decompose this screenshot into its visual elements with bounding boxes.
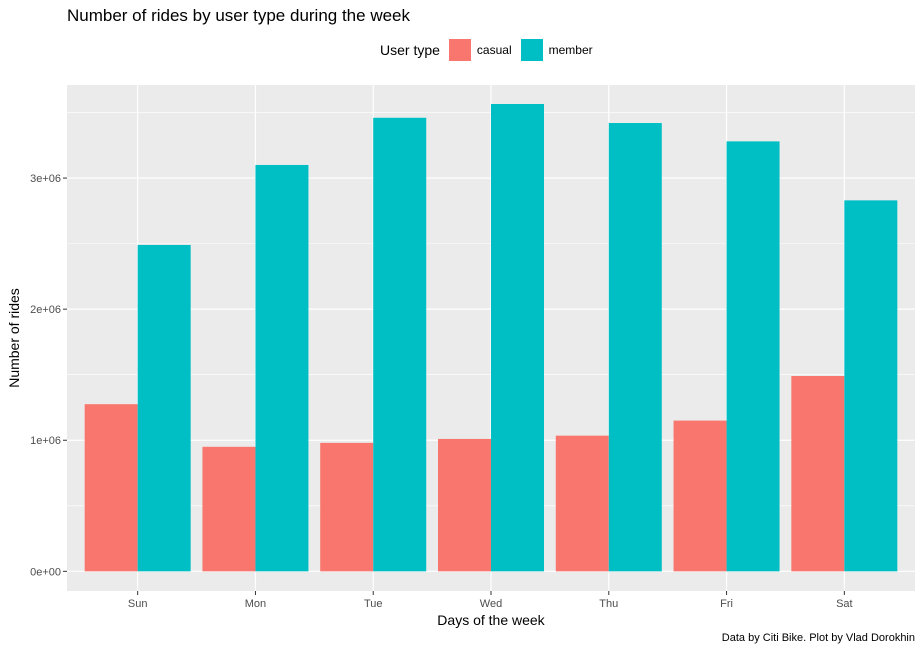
bar-casual-sat	[791, 376, 845, 572]
bar-member-mon	[255, 164, 309, 572]
y-tick-label: 0e+00	[30, 566, 61, 578]
legend-title: User type	[380, 42, 440, 58]
bar-casual-sun	[84, 404, 138, 572]
x-tick-label: Mon	[245, 598, 266, 610]
bar-casual-fri	[673, 420, 727, 572]
chart-caption: Data by Citi Bike. Plot by Vlad Dorokhin	[721, 632, 915, 644]
y-axis-title: Number of rides	[6, 288, 22, 388]
x-tick-label: Thu	[599, 598, 618, 610]
x-axis-title: Days of the week	[437, 612, 545, 628]
bar-member-wed	[491, 104, 544, 572]
y-tick-label: 1e+06	[30, 435, 61, 447]
legend-label-member: member	[548, 43, 593, 57]
bar-member-fri	[726, 141, 780, 572]
chart-title: Number of rides by user type during the …	[67, 6, 411, 25]
x-tick-label: Sun	[128, 598, 148, 610]
y-tick-label: 3e+06	[30, 173, 61, 185]
legend: User type casual member	[380, 38, 602, 62]
bar-member-tue	[373, 117, 427, 572]
legend-key-member	[520, 39, 543, 61]
y-axis: 0e+00 1e+06 2e+06 3e+06	[30, 173, 67, 578]
bar-casual-mon	[202, 446, 256, 572]
bar-casual-wed	[438, 438, 491, 572]
bars	[84, 104, 898, 572]
bar-casual-tue	[320, 442, 374, 572]
bar-member-sun	[137, 244, 191, 572]
x-tick-label: Tue	[364, 598, 383, 610]
legend-item-member: member	[520, 39, 593, 61]
x-tick-label: Sat	[836, 598, 853, 610]
bar-casual-thu	[555, 435, 609, 572]
x-tick-label: Fri	[720, 598, 733, 610]
x-tick-label: Wed	[480, 598, 502, 610]
legend-item-casual: casual	[448, 39, 512, 61]
bar-member-thu	[608, 123, 662, 572]
bar-member-sat	[844, 200, 898, 572]
x-axis: Sun Mon Tue Wed Thu Fri Sat	[128, 591, 853, 610]
legend-key-casual	[448, 39, 471, 61]
y-tick-label: 2e+06	[30, 304, 61, 316]
legend-label-casual: casual	[476, 43, 512, 57]
